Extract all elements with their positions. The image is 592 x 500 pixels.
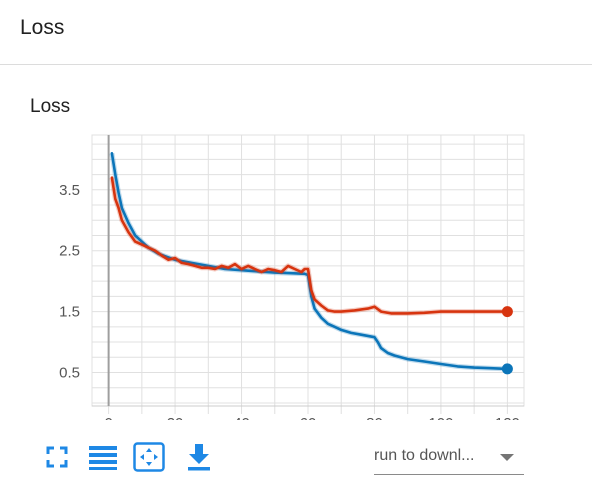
y-tick-label: 1.5 — [59, 304, 80, 321]
x-tick-label: 80 — [366, 415, 383, 420]
run-selector[interactable]: run to downl... — [374, 440, 524, 475]
x-tick-label: 0 — [104, 415, 112, 420]
download-icon — [188, 444, 210, 471]
card-title: Loss — [30, 96, 71, 117]
fit-domain-button[interactable] — [132, 440, 166, 474]
x-tick-label: 60 — [300, 415, 317, 420]
series-end-point-blue — [501, 363, 513, 375]
chevron-down-icon — [500, 454, 514, 461]
section-title: Loss — [20, 16, 65, 39]
x-tick-label: 40 — [233, 415, 250, 420]
series-line-blue — [110, 151, 509, 371]
fullscreen-button[interactable] — [40, 440, 74, 474]
fullscreen-icon — [46, 446, 68, 468]
y-tick-label: 2.5 — [59, 243, 80, 260]
data-table-icon — [89, 446, 117, 470]
download-button[interactable] — [182, 440, 216, 474]
section-header[interactable]: Loss — [0, 0, 592, 65]
x-tick-label: 120 — [495, 415, 520, 420]
series-end-point-red — [501, 306, 513, 318]
series-line-shadow — [109, 177, 508, 316]
x-tick-label: 100 — [428, 415, 453, 420]
chart-grid — [91, 134, 525, 414]
data-table-button[interactable] — [86, 440, 120, 474]
chart-series — [109, 151, 513, 375]
loss-chart[interactable]: 0 20 40 60 80 100 120 0.5 1.5 2.5 3.5 — [0, 120, 592, 420]
chart-axes — [92, 135, 524, 407]
y-tick-label: 0.5 — [59, 365, 80, 382]
run-selector-value: run to downl... — [374, 447, 475, 464]
series-line-red — [110, 176, 509, 315]
y-tick-label: 3.5 — [59, 182, 80, 199]
chart-tick-labels: 0 20 40 60 80 100 120 0.5 1.5 2.5 3.5 — [59, 182, 520, 420]
fit-domain-icon — [133, 442, 165, 472]
x-tick-label: 20 — [167, 415, 184, 420]
